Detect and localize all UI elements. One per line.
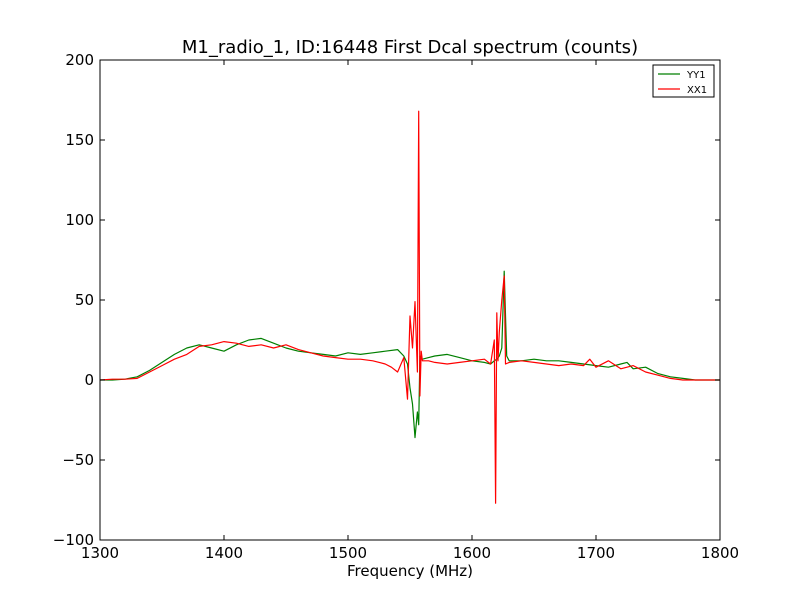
y-tick-label: −100: [53, 531, 94, 549]
chart-title: M1_radio_1, ID:16448 First Dcal spectrum…: [182, 37, 638, 58]
y-tick-label: 100: [65, 211, 94, 229]
plot-area: [100, 60, 720, 540]
x-tick-label: 1500: [329, 544, 367, 562]
series-line-xx1: [99, 110, 720, 504]
legend-label-xx1: XX1: [687, 85, 707, 96]
legend-box: [652, 64, 715, 98]
x-tick-label: 1600: [453, 544, 491, 562]
x-tick-label: 1700: [577, 544, 615, 562]
y-tick-label: 0: [84, 371, 94, 389]
y-tick-label: 150: [65, 131, 94, 149]
x-tick-label: 1300: [81, 544, 119, 562]
x-tick-label: 1800: [701, 544, 739, 562]
y-tick-label: 50: [75, 291, 94, 309]
x-axis-label: Frequency (MHz): [347, 562, 473, 580]
plot-frame: [99, 59, 721, 541]
ticks-layer: 1300 1400 1500 1600 1700 1800 −100 −50 0 50 100 150…: [53, 51, 739, 562]
x-tick-label: 1400: [205, 544, 243, 562]
y-tick-label: −50: [62, 451, 94, 469]
y-tick-label: 200: [65, 51, 94, 69]
series-layer: [99, 110, 720, 504]
legend-label-yy1: YY1: [686, 70, 706, 81]
